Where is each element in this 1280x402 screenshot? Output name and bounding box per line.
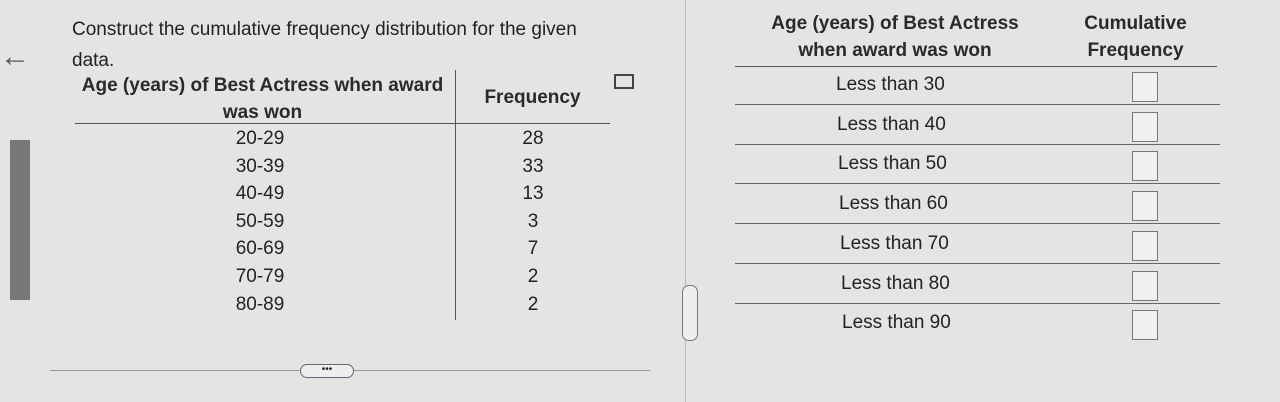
- frequency-cell: 33: [522, 155, 544, 177]
- class-label: Less than 30: [836, 74, 945, 95]
- class-label: Less than 60: [839, 193, 948, 215]
- copy-icon[interactable]: [614, 74, 634, 89]
- row-rule: [735, 302, 1220, 304]
- column-header: Age (years) of Best Actress when award w…: [771, 13, 1019, 61]
- frequency-cell: 28: [522, 128, 544, 149]
- interval-cell: 80-89: [235, 293, 285, 315]
- class-label: Less than 40: [837, 113, 946, 135]
- row-rule: [735, 104, 1220, 105]
- interval-cell: 60-69: [235, 238, 285, 260]
- interval-cell: 40-49: [235, 183, 285, 205]
- header-rule: [735, 66, 1217, 67]
- interval-cell: 20-29: [235, 128, 285, 149]
- expand-button[interactable]: •••: [300, 364, 354, 378]
- column-rule: [455, 70, 456, 320]
- column-header: Cumulative Frequency: [1084, 13, 1187, 61]
- back-arrow[interactable]: ←: [0, 40, 30, 73]
- column-header: Age (years) of Best Actress when award w…: [81, 75, 444, 123]
- frequency-cell: 2: [527, 293, 539, 315]
- frequency-cell: 2: [527, 266, 539, 287]
- interval-cell: 70-79: [235, 266, 285, 287]
- answer-input[interactable]: [1132, 270, 1158, 301]
- question: Construct the cumulative frequency distr…: [72, 19, 577, 71]
- class-label: Less than 90: [842, 312, 951, 334]
- pane-divider: [685, 0, 686, 402]
- row-rule: [735, 183, 1220, 185]
- class-label: Less than 50: [838, 153, 947, 175]
- interval-cell: 30-39: [235, 155, 285, 177]
- class-label: Less than 80: [841, 272, 950, 294]
- frequency-cell: 7: [527, 238, 539, 260]
- row-rule: [735, 223, 1220, 225]
- answer-input[interactable]: [1132, 72, 1158, 102]
- row-rule: [735, 262, 1220, 264]
- frequency-cell: 3: [527, 210, 539, 232]
- answer-input[interactable]: [1132, 191, 1158, 222]
- class-label: Less than 70: [840, 232, 949, 254]
- answer-input[interactable]: [1132, 230, 1158, 261]
- column-header: Frequency: [484, 87, 581, 108]
- scrollbar[interactable]: [10, 140, 30, 300]
- row-rule: [735, 143, 1220, 145]
- answer-input[interactable]: [1132, 111, 1158, 142]
- answer-input[interactable]: [1132, 310, 1158, 341]
- header-rule: [75, 123, 610, 124]
- pane-handle[interactable]: [682, 285, 698, 341]
- answer-input[interactable]: [1132, 151, 1158, 182]
- frequency-cell: 13: [522, 183, 544, 205]
- interval-cell: 50-59: [235, 210, 285, 232]
